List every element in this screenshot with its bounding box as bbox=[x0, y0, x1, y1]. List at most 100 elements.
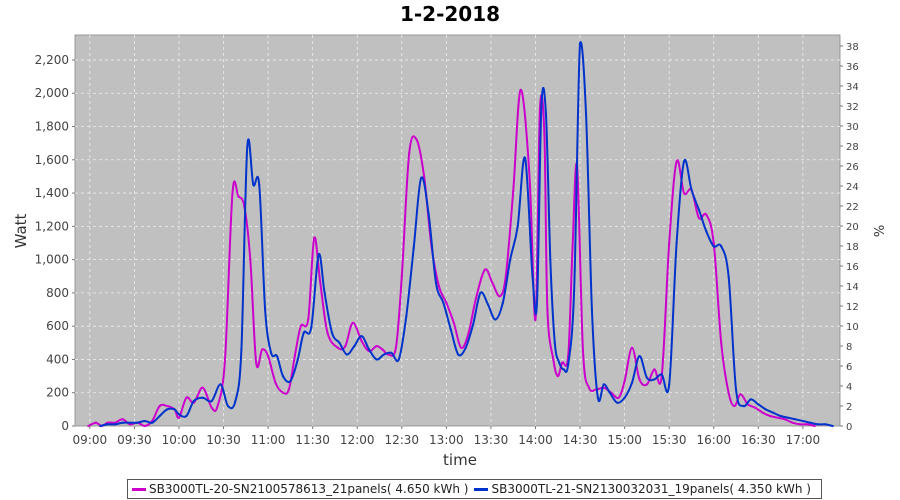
y2-tick-label: 30 bbox=[846, 122, 859, 133]
data-point bbox=[697, 208, 701, 211]
data-point bbox=[412, 246, 415, 250]
data-point bbox=[201, 386, 204, 389]
grid-lines bbox=[75, 35, 840, 426]
data-point bbox=[682, 160, 686, 163]
data-point bbox=[299, 325, 302, 328]
x-tick-label: 16:30 bbox=[741, 433, 776, 447]
data-point bbox=[727, 391, 730, 394]
data-point bbox=[645, 383, 649, 386]
y2-tick-label: 20 bbox=[846, 222, 859, 233]
data-point bbox=[498, 295, 501, 298]
data-point bbox=[400, 275, 403, 278]
data-point bbox=[512, 190, 515, 193]
x-tick-label: 12:00 bbox=[340, 433, 375, 447]
data-point bbox=[544, 112, 548, 115]
data-point bbox=[460, 346, 463, 349]
data-point bbox=[813, 424, 816, 428]
data-point bbox=[310, 326, 313, 329]
x-tick-label: 13:30 bbox=[474, 433, 509, 447]
data-point bbox=[682, 192, 686, 195]
legend-item-series-2: SB3000TL-21-SN2130032031_19panels( 4.350… bbox=[474, 482, 811, 496]
legend-label: SB3000TL-20-SN2100578613_21panels( 4.650… bbox=[149, 482, 469, 496]
data-point bbox=[270, 351, 273, 354]
data-point bbox=[121, 421, 124, 424]
data-point bbox=[519, 88, 522, 91]
data-point bbox=[452, 321, 455, 324]
data-point bbox=[302, 331, 305, 334]
data-point bbox=[543, 133, 546, 136]
data-point bbox=[442, 301, 445, 304]
data-point bbox=[351, 321, 354, 324]
data-point bbox=[296, 358, 299, 361]
data-point bbox=[375, 358, 378, 361]
x-tick-label: 16:00 bbox=[696, 433, 731, 447]
data-point bbox=[345, 353, 348, 356]
data-point bbox=[423, 175, 426, 178]
y-tick-label: 200 bbox=[46, 386, 69, 400]
data-point bbox=[776, 416, 779, 419]
data-point bbox=[143, 419, 146, 423]
data-point bbox=[483, 268, 487, 271]
data-point bbox=[360, 335, 363, 338]
data-point bbox=[617, 396, 620, 399]
data-point bbox=[237, 195, 240, 198]
data-point bbox=[535, 301, 539, 304]
data-point bbox=[749, 398, 753, 401]
data-point bbox=[121, 418, 124, 421]
data-point bbox=[733, 404, 736, 408]
y-tick-label: 1,000 bbox=[35, 253, 69, 267]
data-point bbox=[381, 348, 384, 351]
y2-tick-label: 36 bbox=[846, 62, 859, 73]
data-point bbox=[552, 358, 555, 361]
data-point bbox=[173, 408, 176, 411]
data-point bbox=[281, 375, 285, 378]
x-tick-label: 09:00 bbox=[73, 433, 108, 447]
data-point bbox=[549, 258, 552, 261]
data-point bbox=[712, 241, 715, 245]
data-point bbox=[106, 423, 109, 426]
data-point bbox=[323, 291, 326, 294]
data-point bbox=[408, 152, 411, 155]
y2-tick-label: 26 bbox=[846, 162, 859, 173]
data-point bbox=[504, 275, 507, 278]
x-tick-label: 10:00 bbox=[162, 433, 197, 447]
data-point bbox=[394, 346, 397, 349]
data-point bbox=[136, 421, 139, 424]
x-tick-label: 13:00 bbox=[429, 433, 464, 447]
data-point bbox=[201, 396, 204, 399]
data-point bbox=[382, 353, 386, 356]
data-point bbox=[255, 361, 258, 364]
data-point bbox=[764, 408, 767, 411]
data-point bbox=[675, 241, 678, 245]
data-point bbox=[772, 411, 775, 414]
data-point bbox=[307, 318, 310, 321]
x-tick-label: 10:30 bbox=[206, 433, 241, 447]
data-point bbox=[668, 383, 671, 386]
data-point bbox=[645, 376, 649, 379]
x-tick-label: 17:00 bbox=[786, 433, 821, 447]
data-point bbox=[791, 421, 794, 424]
data-point bbox=[405, 315, 408, 318]
data-point bbox=[587, 386, 591, 389]
y2-tick-label: 18 bbox=[846, 242, 859, 253]
data-point bbox=[261, 348, 264, 351]
data-point bbox=[434, 281, 438, 284]
data-point bbox=[158, 404, 161, 408]
data-point bbox=[106, 421, 109, 424]
y2-tick-label: 0 bbox=[846, 422, 852, 433]
data-point bbox=[166, 408, 169, 411]
data-point bbox=[472, 323, 475, 326]
data-point bbox=[293, 355, 296, 358]
data-point bbox=[556, 375, 559, 378]
y-tick-label: 1,200 bbox=[35, 219, 69, 233]
y-tick-label: 800 bbox=[46, 286, 69, 300]
data-point bbox=[192, 399, 195, 403]
data-point bbox=[258, 183, 261, 186]
data-point bbox=[252, 183, 255, 186]
data-point bbox=[630, 346, 634, 349]
data-point bbox=[571, 245, 574, 248]
data-point bbox=[264, 308, 267, 311]
data-point bbox=[720, 245, 723, 248]
data-point bbox=[128, 421, 132, 424]
data-point bbox=[742, 404, 745, 408]
